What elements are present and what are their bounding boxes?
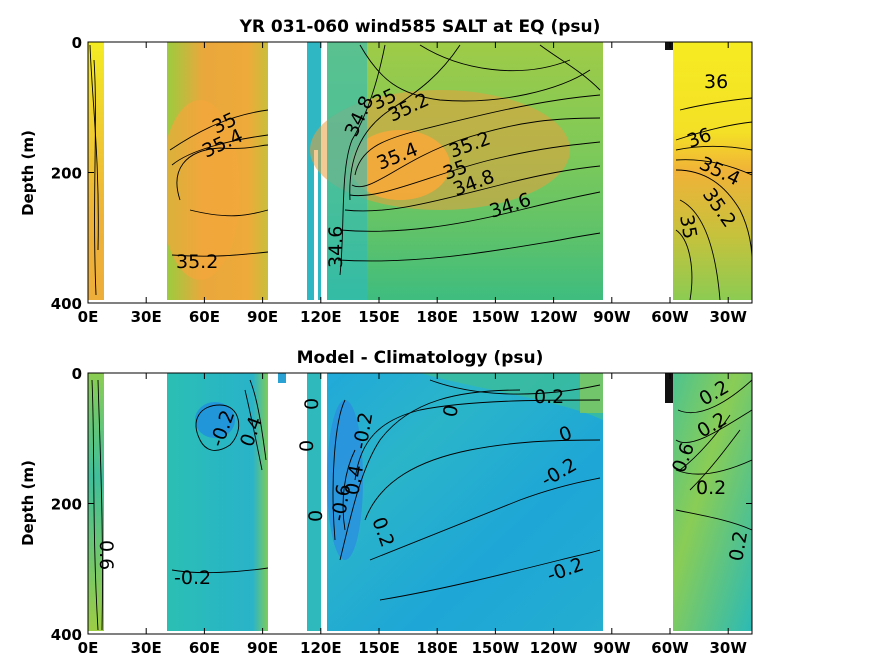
- panel2-title: Model - Climatology (psu): [297, 348, 544, 368]
- panel2-contours: [91, 379, 752, 631]
- x-tick-label: 60W: [651, 639, 689, 657]
- contour-label: 0: [305, 510, 327, 522]
- x-tick-label: 120E: [300, 639, 342, 657]
- contour-label: 0.6: [95, 540, 117, 570]
- y-tick-label: 0: [72, 365, 82, 383]
- panel2-field: [88, 373, 752, 631]
- x-tick-label: 30E: [131, 308, 162, 326]
- x-tick-label: 90E: [247, 308, 278, 326]
- panel1-ylabel: Depth (m): [19, 130, 37, 216]
- panel1-axes: 0E 30E 60E 90E 120E 150E 180E 150W 120W 90W 60W 30W…: [51, 34, 752, 326]
- y-tick-label: 200: [51, 165, 82, 183]
- x-tick-label: 120W: [530, 639, 578, 657]
- contour-label: 0.2: [534, 386, 564, 408]
- x-tick-label: 150W: [471, 308, 519, 326]
- contour-label: 0.2: [696, 477, 726, 499]
- x-tick-label: 60E: [189, 639, 220, 657]
- x-tick-label: 150W: [471, 639, 519, 657]
- panel2-ylabel: Depth (m): [19, 460, 37, 546]
- y-tick-label: 200: [51, 496, 82, 514]
- x-tick-label: 0E: [78, 308, 99, 326]
- difference-panel: Model - Climatology (psu) Depth (m): [19, 348, 753, 657]
- contour-label: 36: [704, 71, 728, 93]
- x-tick-label: 120W: [530, 308, 578, 326]
- y-tick-label: 400: [51, 626, 82, 644]
- atlantic-diff: [673, 373, 752, 631]
- contour-label: 0: [296, 440, 318, 452]
- x-tick-label: 120E: [300, 308, 342, 326]
- salinity-panel: YR 031-060 wind585 SALT at EQ (psu) Dept…: [19, 17, 753, 326]
- panel2-axes: 0E 30E 60E 90E 120E 150E 180E 150W 120W 90W 60W 30W…: [51, 365, 752, 657]
- panel1-title: YR 031-060 wind585 SALT at EQ (psu): [239, 17, 601, 37]
- x-tick-label: 60W: [651, 308, 689, 326]
- x-tick-label: 90E: [247, 639, 278, 657]
- x-tick-label: 30W: [709, 639, 747, 657]
- x-tick-label: 60E: [189, 308, 220, 326]
- contour-label: 0.2: [725, 529, 752, 563]
- x-tick-label: 150E: [358, 308, 400, 326]
- x-tick-label: 30E: [131, 639, 162, 657]
- contour-label: 34.6: [325, 226, 347, 268]
- contour-label: -0.2: [174, 567, 211, 589]
- panel1-field: [88, 42, 752, 301]
- y-tick-label: 400: [51, 295, 82, 313]
- x-tick-label: 90W: [593, 308, 631, 326]
- contour-label: 35.2: [176, 251, 218, 273]
- contour-label: 35: [675, 213, 701, 241]
- x-tick-label: 180E: [416, 308, 458, 326]
- pacific-diff: [327, 373, 603, 631]
- x-tick-label: 0E: [78, 639, 99, 657]
- contour-label: 0: [439, 403, 463, 419]
- x-tick-label: 30W: [709, 308, 747, 326]
- y-tick-label: 0: [72, 34, 82, 52]
- x-tick-label: 150E: [358, 639, 400, 657]
- x-tick-label: 90W: [593, 639, 631, 657]
- contour-label: 0: [301, 398, 323, 410]
- contour-label: 0.4: [341, 463, 368, 497]
- panel1-contours: [89, 44, 752, 301]
- west-africa-strip: [88, 42, 104, 300]
- x-tick-label: 180E: [416, 639, 458, 657]
